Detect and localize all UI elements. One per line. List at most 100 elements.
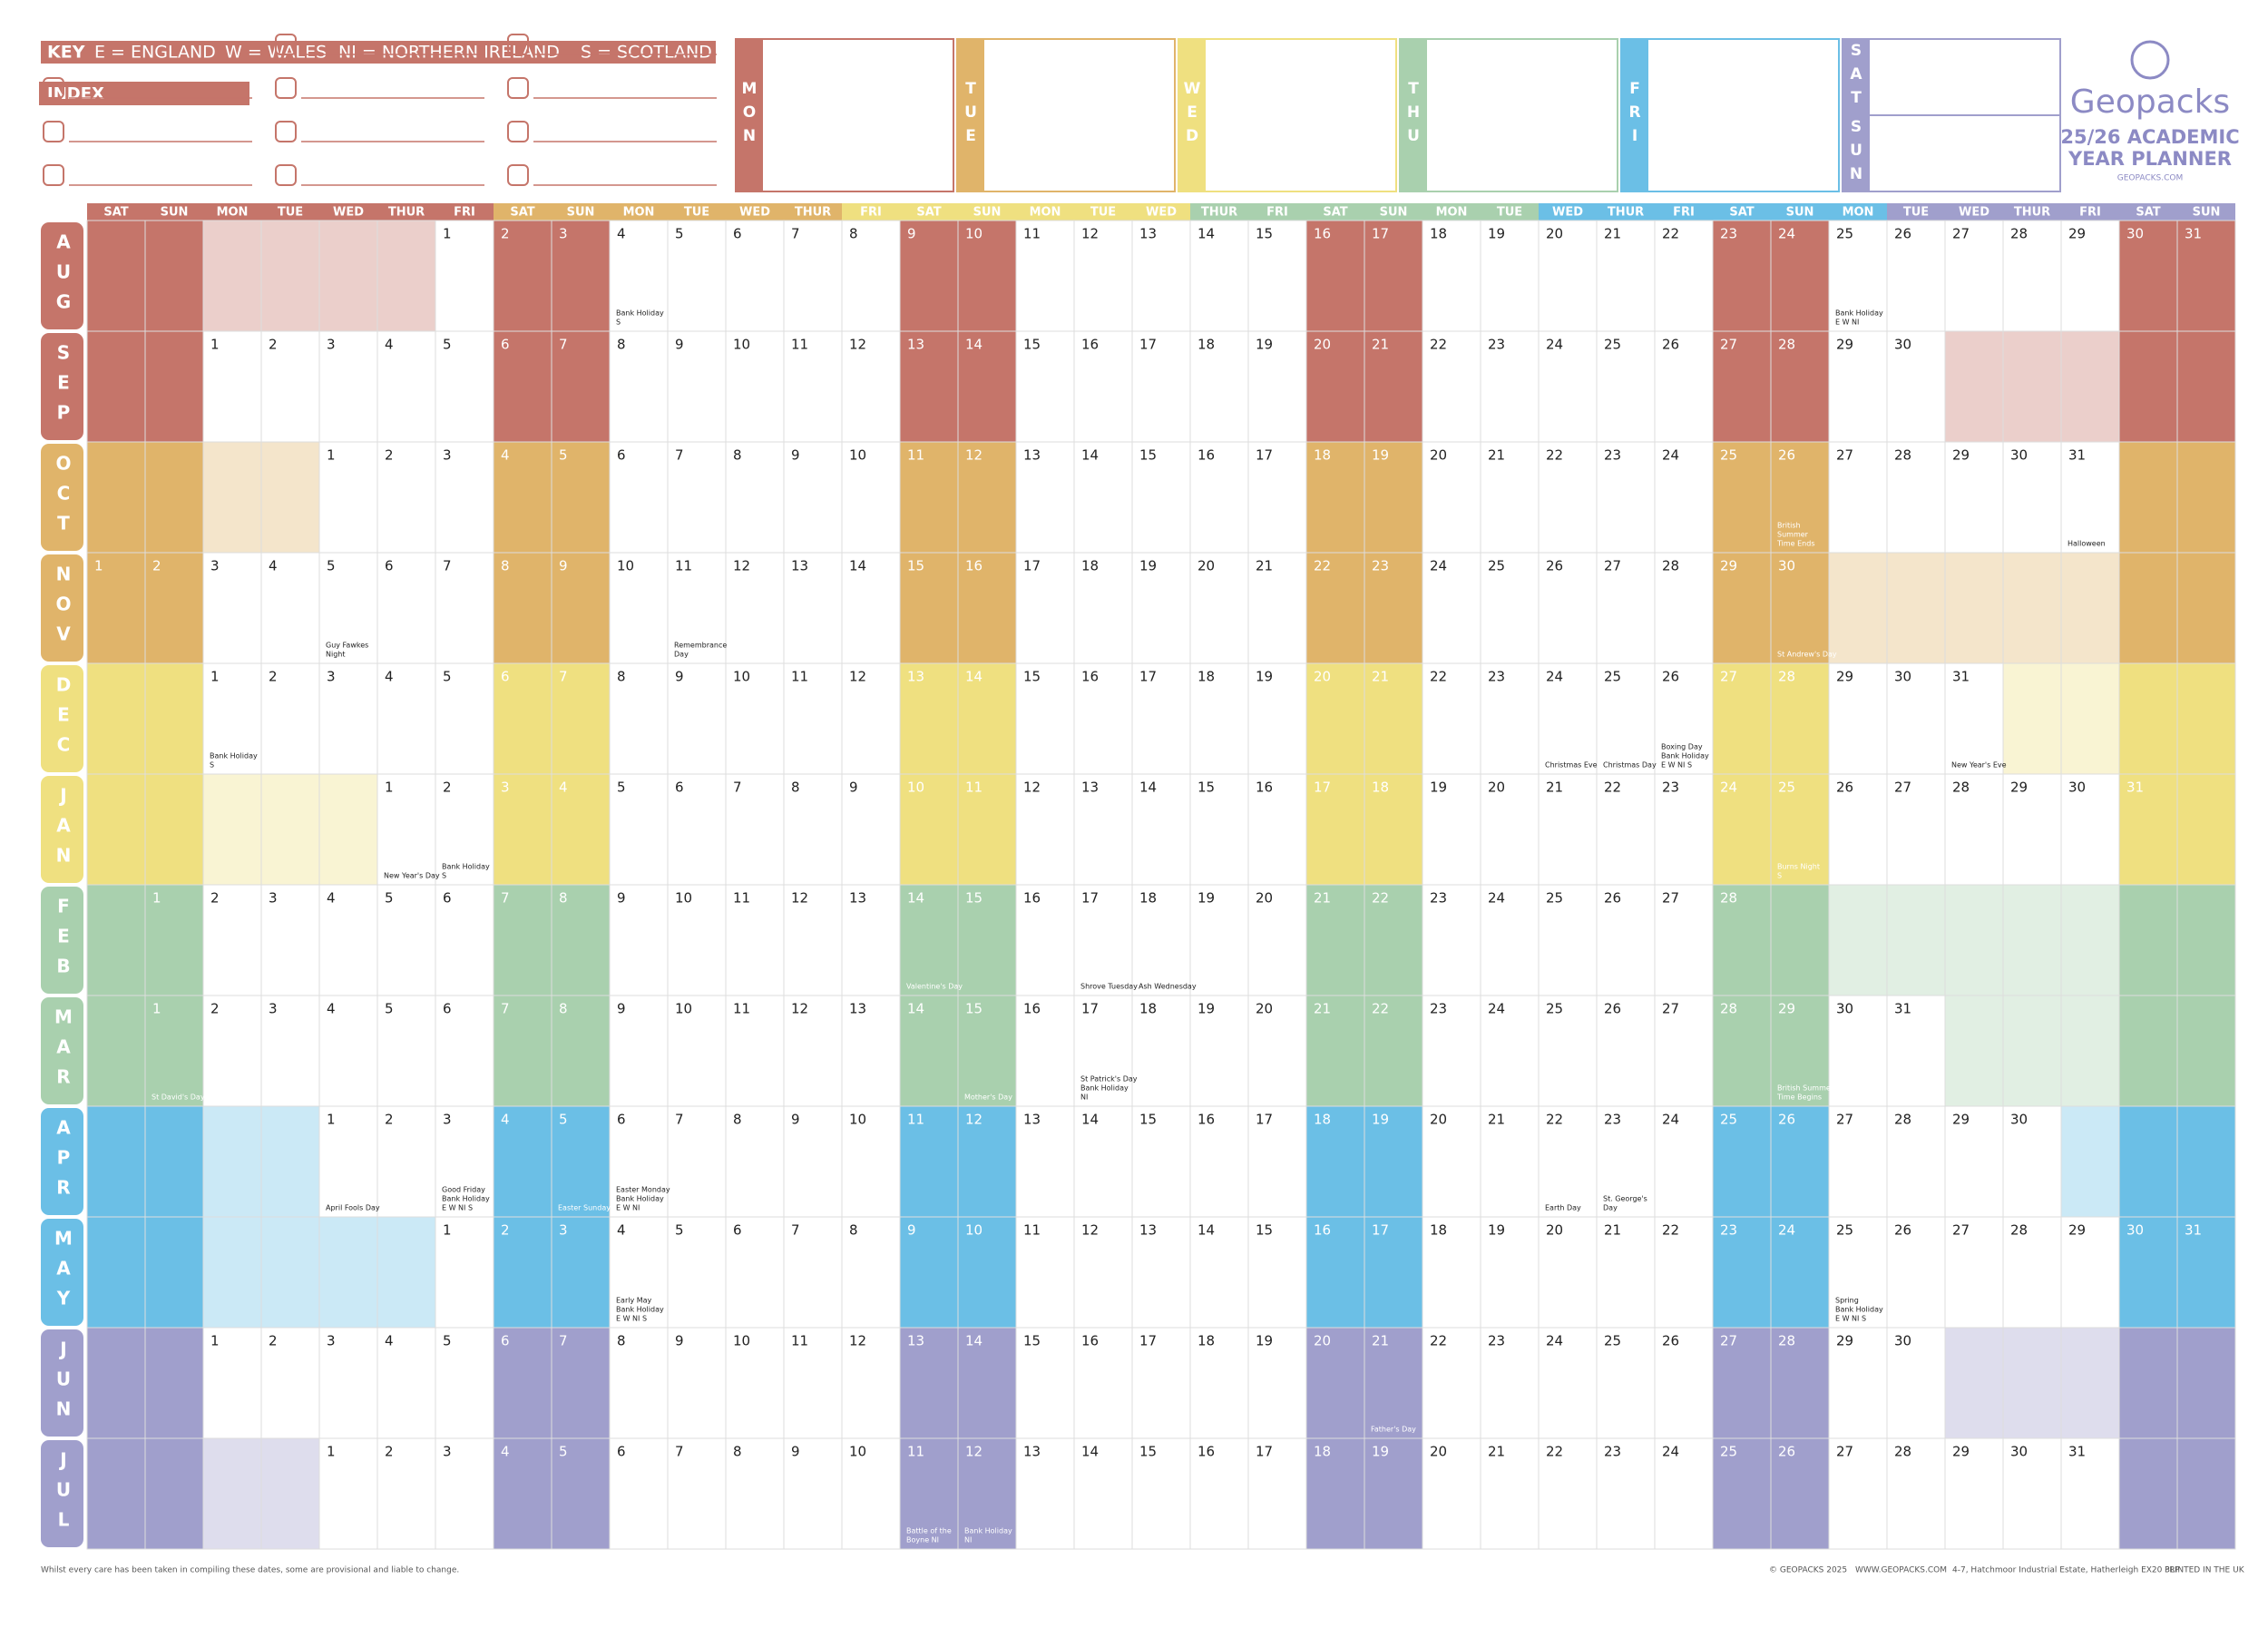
weekday-header <box>435 203 494 221</box>
day-cell <box>435 220 494 332</box>
week-label: TUE <box>962 80 980 151</box>
day-cell <box>1189 552 1249 664</box>
day-number: 24 <box>1488 890 1505 907</box>
day-cell <box>551 1437 611 1550</box>
weekday-label: THUR <box>1608 206 1644 220</box>
day-cell <box>1770 552 1830 664</box>
day-cell <box>667 220 727 332</box>
day-cell <box>260 995 320 1107</box>
holiday-note: British Summer <box>1777 1084 1834 1093</box>
day-cell <box>376 552 436 664</box>
day-number: 26 <box>1894 226 1911 242</box>
day-cell <box>1015 662 1075 775</box>
day-number: 25 <box>1604 1333 1621 1349</box>
day-cell <box>1886 330 1946 443</box>
day-number: 26 <box>1546 558 1563 574</box>
day-number: 9 <box>675 1333 684 1349</box>
day-cell <box>957 995 1017 1107</box>
day-number: 13 <box>849 1001 866 1017</box>
day-number: 3 <box>269 890 278 907</box>
day-number: 3 <box>559 226 568 242</box>
day-cell <box>1131 1327 1191 1439</box>
month-tab <box>41 1108 83 1215</box>
day-cell <box>144 220 204 332</box>
day-number: 16 <box>1081 669 1099 685</box>
day-cell <box>318 441 378 554</box>
day-number: 14 <box>965 337 982 353</box>
day-number: 6 <box>443 890 452 907</box>
day-number: 21 <box>1372 337 1389 353</box>
month-label: JUN <box>53 1339 74 1428</box>
day-number: 20 <box>1430 447 1447 464</box>
day-cell <box>2002 552 2062 664</box>
day-cell <box>2176 662 2236 775</box>
day-number: 3 <box>443 1444 452 1460</box>
day-number: 18 <box>1139 1001 1157 1017</box>
month-tab <box>41 1329 83 1437</box>
day-cell <box>318 1327 378 1439</box>
day-number: 14 <box>1198 226 1215 242</box>
day-number: 17 <box>1372 1222 1389 1239</box>
day-cell <box>376 220 436 332</box>
holiday-note: E W NI S <box>616 1315 647 1323</box>
day-number: 5 <box>617 780 626 796</box>
day-cell <box>609 1216 669 1329</box>
day-number: 26 <box>1604 890 1621 907</box>
day-cell <box>783 662 843 775</box>
weekday-header <box>842 203 900 221</box>
weekday-label: FRI <box>454 206 475 220</box>
day-number: 11 <box>907 447 924 464</box>
day-cell <box>2176 552 2236 664</box>
day-number: 17 <box>1081 1001 1099 1017</box>
day-cell <box>841 773 901 886</box>
day-number: 20 <box>1430 1112 1447 1128</box>
day-cell <box>899 1437 959 1550</box>
holiday-note: Bank Holiday <box>616 1195 664 1203</box>
day-number: 22 <box>1546 1444 1563 1460</box>
day-number: 12 <box>1081 1222 1099 1239</box>
day-cell <box>1131 773 1191 886</box>
weekday-label: TUE <box>1090 206 1116 220</box>
day-cell <box>1073 884 1133 996</box>
day-number: 10 <box>733 337 750 353</box>
weekday-header <box>145 203 203 221</box>
day-cell <box>376 1216 436 1329</box>
day-number: 9 <box>907 1222 916 1239</box>
day-number: 6 <box>733 1222 742 1239</box>
weekday-label: SUN <box>567 206 595 220</box>
day-cell <box>2060 1216 2120 1329</box>
day-number: 20 <box>1256 1001 1273 1017</box>
holiday-note: NI <box>964 1536 972 1545</box>
day-cell <box>667 995 727 1107</box>
day-cell <box>2176 1105 2236 1218</box>
day-number: 25 <box>1604 669 1621 685</box>
day-cell <box>2176 1327 2236 1439</box>
day-number: 30 <box>2010 1112 2028 1128</box>
weekday-label: MON <box>217 206 249 220</box>
day-number: 15 <box>965 1001 982 1017</box>
day-number: 23 <box>1430 1001 1447 1017</box>
day-number: 12 <box>965 1112 982 1128</box>
day-cell <box>899 662 959 775</box>
day-number: 24 <box>1430 558 1447 574</box>
day-number: 19 <box>1256 337 1273 353</box>
day-cell <box>493 995 552 1107</box>
day-cell <box>1770 662 1830 775</box>
weekday-label: FRI <box>1673 206 1695 220</box>
day-cell <box>2002 1105 2062 1218</box>
weekday-header <box>1481 203 1539 221</box>
weekday-label: TUE <box>278 206 303 220</box>
day-cell <box>1480 1437 1540 1550</box>
day-number: 22 <box>1662 226 1679 242</box>
day-cell <box>551 552 611 664</box>
day-number: 28 <box>1778 1333 1795 1349</box>
holiday-note: E W NI <box>616 1204 640 1212</box>
day-cell <box>609 1105 669 1218</box>
day-number: 4 <box>269 558 278 574</box>
day-number: 2 <box>501 1222 510 1239</box>
day-number: 21 <box>1604 1222 1621 1239</box>
day-cell <box>1828 552 1888 664</box>
day-cell <box>1654 1327 1714 1439</box>
day-number: 18 <box>1198 337 1215 353</box>
day-cell <box>783 220 843 332</box>
